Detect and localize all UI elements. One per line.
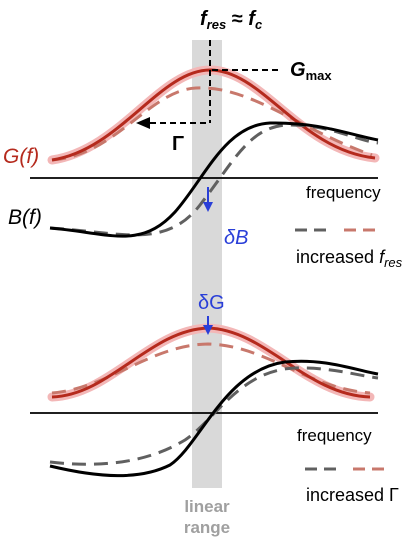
top-shifted-conductance-curve: [51, 86, 373, 162]
delta-b-label: δB: [224, 227, 248, 249]
bottom-susceptance-curve: [49, 359, 379, 478]
gamma-arrow-head-icon: [136, 117, 150, 129]
delta-g-label: δG: [198, 292, 225, 314]
delta-b-arrow-icon: [203, 202, 213, 212]
linear-range-label-1: linear: [184, 497, 230, 516]
gamma-label: Γ: [172, 133, 184, 155]
frequency-label-bottom: frequency: [297, 426, 372, 445]
legend-increased-gamma: increased Γ: [306, 485, 399, 505]
g-of-f-label: G(f): [3, 145, 39, 168]
delta-g-arrow-icon: [203, 325, 213, 335]
linear-range-label-2: range: [184, 518, 230, 537]
b-of-f-label: B(f): [8, 206, 42, 229]
gmax-label: Gmax: [290, 59, 332, 83]
legend-increased-fres: increased fres: [296, 247, 403, 270]
fres-label: fres ≈ fc: [200, 8, 263, 32]
top-susceptance-curve: [49, 121, 379, 238]
frequency-label-top: frequency: [306, 183, 381, 202]
bottom-broadened-susceptance-curve: [49, 366, 379, 466]
